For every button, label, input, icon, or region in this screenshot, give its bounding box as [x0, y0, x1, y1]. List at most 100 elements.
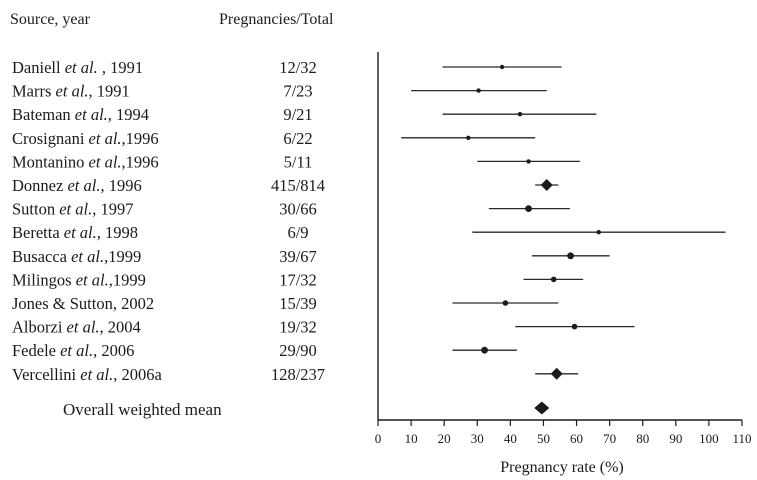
point-estimate — [540, 179, 553, 191]
study-count: 415/814 — [271, 176, 325, 195]
study-label-prefix: Sutton — [12, 200, 59, 219]
point-estimate — [466, 135, 471, 140]
study-label-etal: et al. — [75, 105, 108, 124]
overall-estimate — [534, 401, 550, 415]
x-tick-label: 100 — [699, 431, 719, 446]
study-count: 12/32 — [279, 58, 317, 77]
study-count: 19/32 — [279, 318, 317, 337]
point-estimate — [567, 252, 574, 260]
point-estimate — [476, 88, 481, 93]
study-label-year: ,1996 — [122, 129, 159, 148]
study-label-etal: et al. — [89, 129, 122, 148]
x-axis-title: Pregnancy rate (%) — [500, 459, 624, 476]
x-tick-label: 20 — [438, 431, 451, 446]
study-label-year: , 1991 — [98, 58, 143, 77]
study-count: 29/90 — [279, 341, 317, 360]
study-count: 15/39 — [279, 294, 317, 313]
x-tick-label: 0 — [375, 431, 382, 446]
study-label-prefix: Milingos — [12, 270, 76, 289]
study-label: Daniell et al. , 1991 — [12, 58, 143, 77]
study-label: Marrs et al., 1991 — [12, 82, 130, 101]
x-tick-label: 30 — [471, 431, 484, 446]
study-count: 6/9 — [287, 223, 308, 242]
study-count: 6/22 — [283, 129, 312, 148]
study-label-etal: et al. — [67, 318, 100, 337]
point-estimate — [517, 112, 523, 117]
study-label-etal: et al. — [64, 223, 97, 242]
x-tick-label: 110 — [732, 431, 751, 446]
study-label: Busacca et al.,1999 — [12, 247, 141, 266]
study-label-year: , 2004 — [100, 318, 141, 337]
point-estimate — [596, 230, 601, 235]
study-label-year: , 1998 — [97, 223, 138, 242]
study-label: Crosignani et al.,1996 — [12, 129, 159, 148]
header-counts: Pregnancies/Total — [219, 11, 334, 28]
study-label-year: ,1999 — [109, 270, 146, 289]
study-count: 128/237 — [271, 365, 325, 384]
study-label-prefix: Montanino — [12, 152, 89, 171]
study-label-prefix: Beretta — [12, 223, 64, 242]
study-label: Donnez et al., 1996 — [12, 176, 142, 195]
point-estimate — [526, 159, 531, 164]
study-label: Fedele et al., 2006 — [12, 341, 134, 360]
study-label-year: , 2006 — [93, 341, 134, 360]
study-label-year: , 1994 — [108, 105, 149, 124]
study-count: 9/21 — [283, 105, 312, 124]
study-label-prefix: Jones & Sutton, 2002 — [12, 294, 154, 313]
study-label-etal: et al. — [65, 58, 98, 77]
study-label-prefix: Alborzi — [12, 318, 67, 337]
x-tick-label: 80 — [636, 431, 649, 446]
study-label: Bateman et al., 1994 — [12, 105, 149, 124]
x-tick-label: 70 — [603, 431, 616, 446]
study-label: Alborzi et al., 2004 — [12, 318, 141, 337]
study-label-prefix: Vercellini — [12, 365, 80, 384]
study-label-prefix: Marrs — [12, 82, 56, 101]
study-label-etal: et al. — [67, 176, 100, 195]
study-label-year: ,1996 — [122, 152, 159, 171]
study-label-etal: et al. — [76, 270, 109, 289]
study-label-etal: et al. — [89, 152, 122, 171]
study-count: 7/23 — [283, 82, 312, 101]
study-label: Montanino et al.,1996 — [12, 152, 159, 171]
study-count: 5/11 — [284, 152, 313, 171]
point-estimate — [499, 64, 505, 70]
study-label-prefix: Daniell — [12, 58, 65, 77]
study-label-prefix: Crosignani — [12, 129, 89, 148]
study-count: 17/32 — [279, 270, 317, 289]
point-estimate — [550, 367, 563, 380]
study-label-year: , 1996 — [100, 176, 141, 195]
study-label: Milingos et al.,1999 — [12, 270, 146, 289]
x-tick-label: 90 — [669, 431, 682, 446]
study-label-prefix: Donnez — [12, 176, 67, 195]
x-tick-label: 50 — [537, 431, 550, 446]
study-label-year: , 2006a — [113, 365, 162, 384]
study-label-etal: et al. — [60, 341, 93, 360]
header-source: Source, year — [10, 11, 91, 28]
point-estimate — [571, 323, 578, 330]
overall-label: Overall weighted mean — [63, 400, 222, 419]
study-label: Beretta et al., 1998 — [12, 223, 138, 242]
study-label-etal: et al. — [56, 82, 89, 101]
point-estimate — [550, 276, 557, 283]
study-label: Vercellini et al., 2006a — [12, 365, 163, 384]
study-label-etal: et al. — [59, 200, 92, 219]
study-label-year: , 1997 — [92, 200, 133, 219]
study-label: Jones & Sutton, 2002 — [12, 294, 154, 313]
point-estimate — [502, 300, 509, 306]
x-tick-label: 60 — [570, 431, 583, 446]
x-axis-ticks: 0 10 20 30 40 50 60 70 80 90 100 110 — [375, 420, 752, 446]
study-label-year: , 1991 — [89, 82, 130, 101]
study-label-year: ,1999 — [104, 247, 141, 266]
study-label-etal: et al. — [71, 247, 104, 266]
study-count: 30/66 — [279, 200, 317, 219]
study-label-prefix: Busacca — [12, 247, 71, 266]
study-count: 39/67 — [279, 247, 317, 266]
study-label-prefix: Fedele — [12, 341, 60, 360]
study-label: Sutton et al., 1997 — [12, 200, 133, 219]
x-tick-label: 40 — [504, 431, 517, 446]
plot-marks — [401, 64, 726, 415]
study-label-prefix: Bateman — [12, 105, 75, 124]
point-estimate — [525, 205, 532, 213]
